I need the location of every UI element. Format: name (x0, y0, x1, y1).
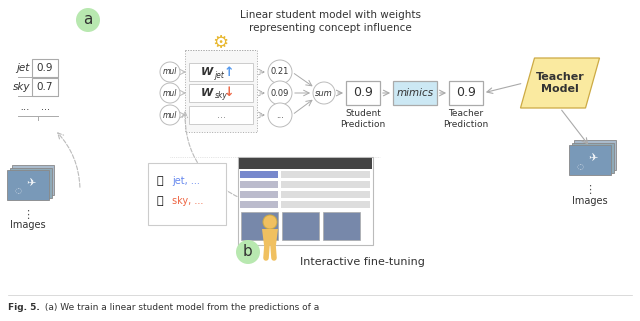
Text: W: W (201, 67, 213, 77)
Text: ...: ... (20, 102, 30, 112)
Polygon shape (574, 140, 616, 170)
Text: ◌: ◌ (577, 161, 584, 170)
Circle shape (268, 81, 292, 105)
Circle shape (268, 60, 292, 84)
Text: sky, ...: sky, ... (172, 196, 204, 206)
Polygon shape (572, 143, 614, 172)
FancyBboxPatch shape (282, 212, 319, 240)
Text: b: b (243, 245, 253, 259)
Text: ⋮: ⋮ (22, 210, 33, 220)
FancyBboxPatch shape (32, 59, 58, 77)
Text: ↓: ↓ (224, 86, 234, 100)
Text: 0.9: 0.9 (456, 86, 476, 100)
Text: 👍: 👍 (157, 176, 163, 186)
FancyBboxPatch shape (148, 163, 226, 225)
Text: 0.9: 0.9 (353, 86, 373, 100)
Text: 0.9: 0.9 (36, 63, 53, 73)
Text: Images: Images (572, 196, 608, 206)
Text: sum: sum (315, 89, 333, 98)
Text: ✈: ✈ (26, 178, 36, 188)
Text: sky: sky (13, 82, 30, 92)
Text: ...: ... (276, 110, 284, 119)
FancyBboxPatch shape (281, 201, 370, 208)
Circle shape (76, 8, 100, 32)
FancyBboxPatch shape (238, 157, 373, 245)
Text: W: W (201, 88, 213, 98)
Polygon shape (10, 168, 51, 197)
Text: a: a (83, 13, 93, 28)
FancyBboxPatch shape (241, 212, 278, 240)
Text: 0.7: 0.7 (36, 82, 53, 92)
Circle shape (160, 83, 180, 103)
Text: ...: ... (216, 110, 225, 120)
Text: Fig. 5.: Fig. 5. (8, 303, 40, 313)
Text: ...: ... (40, 102, 49, 112)
Polygon shape (569, 145, 611, 175)
Text: ◌: ◌ (14, 187, 22, 195)
Polygon shape (520, 58, 600, 108)
FancyBboxPatch shape (239, 158, 372, 169)
Text: ⚙: ⚙ (212, 34, 228, 52)
Circle shape (160, 62, 180, 82)
FancyBboxPatch shape (189, 84, 253, 102)
Text: Linear student model with weights
representing concept influence: Linear student model with weights repres… (239, 10, 420, 33)
Text: (a) We train a linear student model from the predictions of a: (a) We train a linear student model from… (42, 303, 319, 313)
FancyBboxPatch shape (281, 181, 370, 188)
Text: sky: sky (215, 91, 228, 100)
FancyBboxPatch shape (281, 171, 370, 178)
Polygon shape (262, 229, 278, 245)
Text: jet: jet (17, 63, 30, 73)
Polygon shape (12, 165, 54, 195)
FancyBboxPatch shape (185, 50, 257, 132)
Circle shape (236, 240, 260, 264)
Circle shape (263, 215, 277, 229)
FancyBboxPatch shape (449, 81, 483, 105)
FancyBboxPatch shape (240, 201, 278, 208)
Circle shape (160, 105, 180, 125)
Text: ✈: ✈ (588, 153, 598, 163)
Text: mimics: mimics (396, 88, 433, 98)
Text: Student
Prediction: Student Prediction (340, 109, 386, 129)
FancyBboxPatch shape (189, 106, 253, 124)
FancyBboxPatch shape (393, 81, 437, 105)
Text: 0.09: 0.09 (271, 89, 289, 98)
Text: mul: mul (163, 110, 177, 119)
FancyBboxPatch shape (240, 181, 278, 188)
Text: 0.21: 0.21 (271, 67, 289, 76)
Text: mul: mul (163, 89, 177, 98)
Text: ⋮: ⋮ (584, 185, 596, 195)
Text: Interactive fine-tuning: Interactive fine-tuning (300, 257, 425, 267)
FancyBboxPatch shape (346, 81, 380, 105)
Text: ↑: ↑ (224, 65, 234, 79)
FancyBboxPatch shape (323, 212, 360, 240)
FancyBboxPatch shape (189, 63, 253, 81)
FancyBboxPatch shape (281, 191, 370, 198)
FancyBboxPatch shape (240, 171, 278, 178)
Text: Teacher
Model: Teacher Model (536, 72, 584, 94)
Text: jet, ...: jet, ... (172, 176, 200, 186)
Text: Teacher
Prediction: Teacher Prediction (444, 109, 488, 129)
Text: 👎: 👎 (157, 196, 163, 206)
FancyBboxPatch shape (240, 191, 278, 198)
FancyBboxPatch shape (32, 78, 58, 96)
Text: Images: Images (10, 220, 46, 230)
Text: jet: jet (215, 71, 225, 80)
Polygon shape (7, 170, 49, 200)
Circle shape (313, 82, 335, 104)
Circle shape (268, 103, 292, 127)
Text: mul: mul (163, 67, 177, 76)
